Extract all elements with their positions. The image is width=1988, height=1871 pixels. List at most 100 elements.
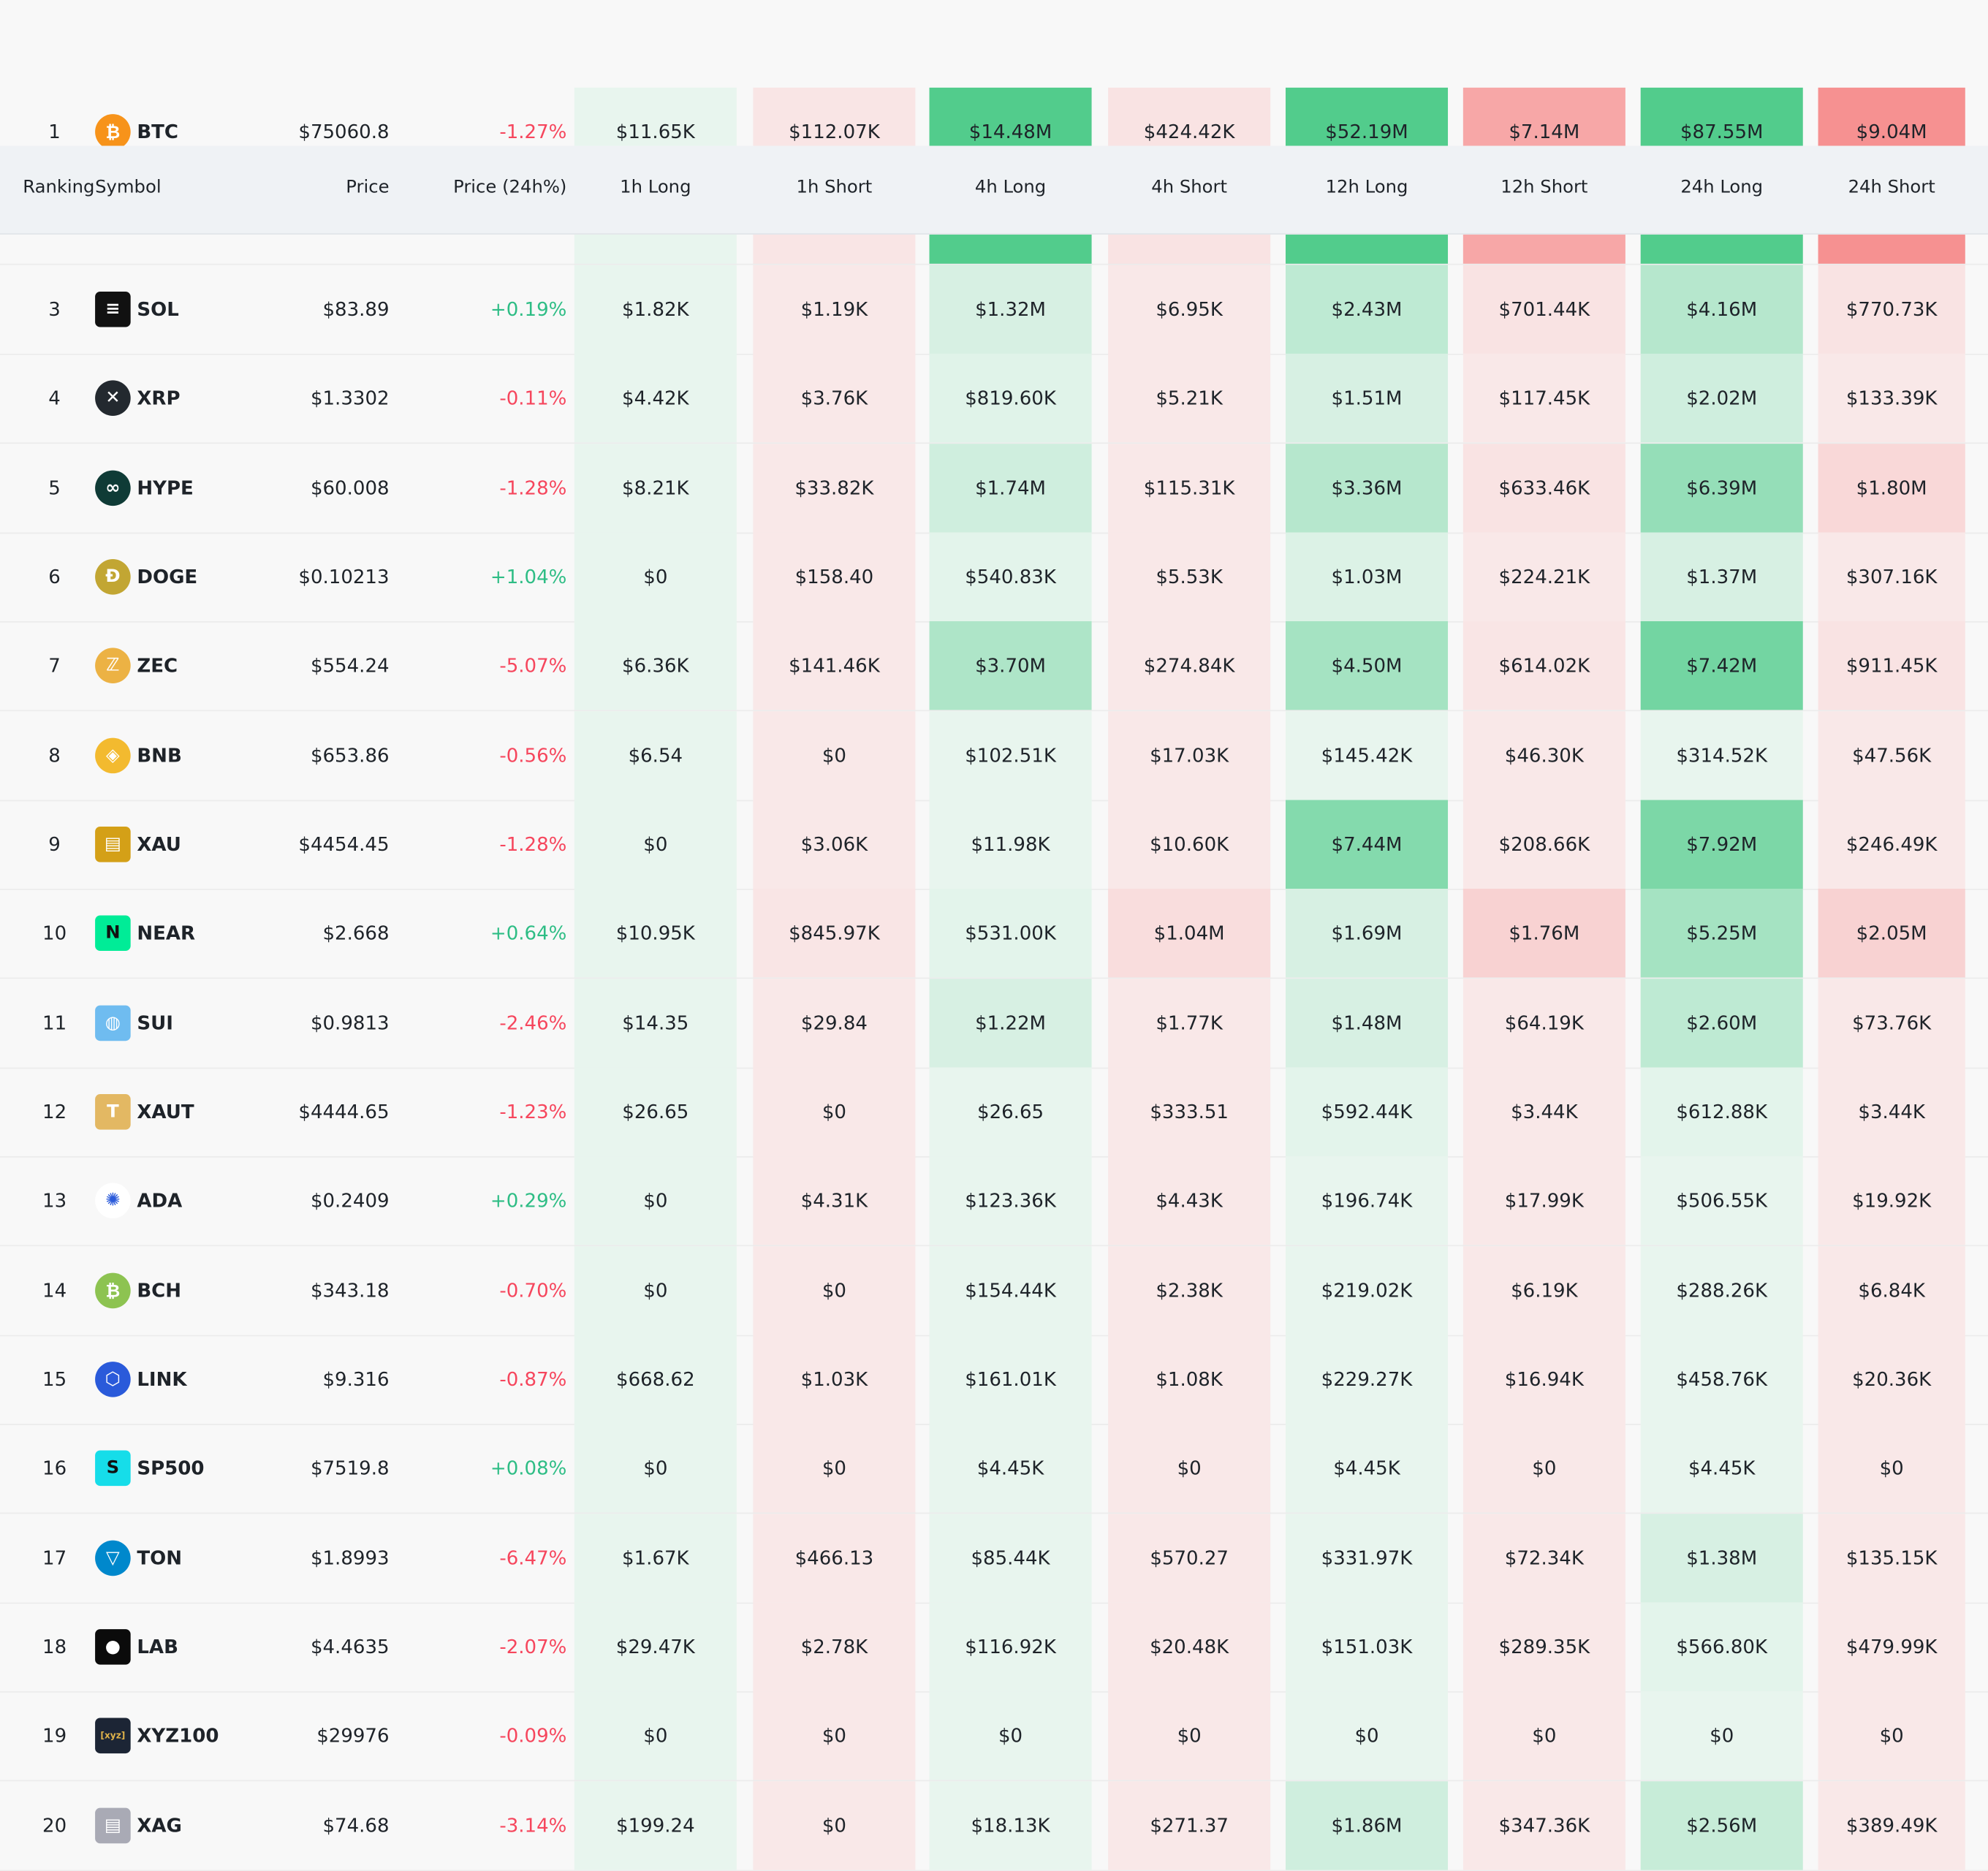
liquidation-cell: $1.04M <box>1108 889 1271 978</box>
symbol-link[interactable]: XRP <box>137 387 181 410</box>
liquidation-cell: $6.36K <box>574 621 737 710</box>
liquidation-cell: $47.56K <box>1818 711 1965 800</box>
liquidation-cell: $3.70M <box>929 621 1092 710</box>
table-row[interactable]: $0 $0 $154.44K $2.38K $219.02K $6.19K $288.26K… <box>0 1246 1988 1337</box>
table-row[interactable]: $11.65K $112.07K $14.48M $424.42K $52.19M $7.… <box>0 87 1988 146</box>
liquidation-cell: $6.19K <box>1462 1246 1625 1335</box>
liquidation-cell: $4.50M <box>1285 621 1449 710</box>
header-price[interactable]: Price <box>346 177 390 198</box>
symbol-link[interactable]: XAU <box>137 832 181 856</box>
table-row[interactable]: $6.54 $0 $102.51K $17.03K $145.42K $46.30K $31… <box>0 711 1988 802</box>
table-row[interactable]: $6.36K $141.46K $3.70M $274.84K $4.50M $614.0… <box>0 621 1988 712</box>
table-row[interactable]: $29.47K $2.78K $116.92K $20.48K $151.03K $289… <box>0 1602 1988 1693</box>
liquidation-cell: $289.35K <box>1462 1602 1625 1692</box>
liquidation-cell: $0 <box>753 1067 916 1157</box>
symbol-link[interactable]: BCH <box>137 1279 182 1302</box>
header-4h-short[interactable]: 4h Short <box>1151 177 1228 198</box>
price-value: $75060.8 <box>298 120 390 144</box>
symbol-link[interactable]: SOL <box>137 297 179 321</box>
price-value: $4454.45 <box>298 832 390 856</box>
price-change-value: -2.07% <box>499 1635 567 1658</box>
liquidation-cell: $0 <box>1285 1691 1449 1780</box>
liquidation-cell: $10.60K <box>1108 800 1271 889</box>
liquidation-cell: $0 <box>574 1424 737 1513</box>
table-row[interactable]: $4.42K $3.76K $819.60K $5.21K $1.51M $117.45K… <box>0 353 1988 444</box>
table-row[interactable]: $668.62 $1.03K $161.01K $1.08K $229.27K $16.9… <box>0 1335 1988 1425</box>
dogecoin-icon: Ð <box>95 559 131 595</box>
liquidation-cell: $6.95K <box>1108 265 1271 354</box>
header-1h-long[interactable]: 1h Long <box>620 177 691 198</box>
liquidation-cell: $0 <box>1818 1424 1965 1513</box>
liquidation-cell: $3.44K <box>1818 1067 1965 1157</box>
table-row[interactable]: $0 $3.06K $11.98K $10.60K $7.44M $208.66K $7.9… <box>0 800 1988 890</box>
liquidation-cell: $9.04M <box>1818 87 1965 146</box>
liquidation-cell: $1.03M <box>1285 532 1449 622</box>
symbol-link[interactable]: ZEC <box>137 654 178 678</box>
price-value: $1.3302 <box>310 387 390 410</box>
price-change-value: -2.46% <box>499 1012 567 1035</box>
liquidation-cell: $7.14M <box>1462 87 1625 146</box>
table-header: Ranking Symbol Price Price (24h%) 1h Lon… <box>0 145 1988 235</box>
liquidation-cell: $7.44M <box>1285 800 1449 889</box>
ranking-value: 3 <box>48 297 61 321</box>
symbol-link[interactable]: SP500 <box>137 1457 205 1480</box>
liquidation-cell: $0 <box>1462 1691 1625 1780</box>
bnb-icon: ◈ <box>95 737 131 774</box>
liquidation-cell: $199.24 <box>574 1781 737 1870</box>
table-row[interactable]: $1.82K $1.19K $1.32M $6.95K $2.43M $701.44K $4… <box>0 265 1988 355</box>
symbol-link[interactable]: LINK <box>137 1367 187 1391</box>
table-row[interactable]: $8.21K $33.82K $1.74M $115.31K $3.36M $633.46… <box>0 444 1988 534</box>
symbol-link[interactable]: SUI <box>137 1012 173 1035</box>
symbol-link[interactable]: BNB <box>137 744 182 767</box>
table-row[interactable]: $0 $0 $0 $0 $0 $0 $0 $0 19 [xyz] XYZ100 $29976 -0.09… <box>0 1691 1988 1782</box>
table-row[interactable]: $0 $0 $4.45K $0 $4.45K $0 $4.45K $0 16 S SP500 $751… <box>0 1424 1988 1514</box>
symbol-link[interactable]: XAG <box>137 1814 182 1837</box>
symbol-link[interactable]: TON <box>137 1546 183 1570</box>
liquidation-cell: $19.92K <box>1818 1156 1965 1245</box>
liquidation-cell: $29.47K <box>574 1602 737 1692</box>
header-12h-short[interactable]: 12h Short <box>1501 177 1588 198</box>
symbol-link[interactable]: DOGE <box>137 565 198 588</box>
price-value: $60.008 <box>310 477 390 500</box>
symbol-link[interactable]: BTC <box>137 120 179 144</box>
header-24h-short[interactable]: 24h Short <box>1848 177 1935 198</box>
chainlink-icon: ⬡ <box>95 1362 131 1397</box>
header-ranking[interactable]: Ranking <box>23 177 95 198</box>
price-value: $554.24 <box>310 654 390 678</box>
table-row[interactable]: $14.35 $29.84 $1.22M $1.77K $1.48M $64.19K $2.… <box>0 979 1988 1069</box>
ranking-value: 19 <box>42 1724 67 1747</box>
liquidation-cell: $2.78K <box>753 1602 916 1692</box>
liquidation-cell: $8.21K <box>574 444 737 533</box>
header-1h-short[interactable]: 1h Short <box>796 177 873 198</box>
table-row[interactable]: $10.95K $845.97K $531.00K $1.04M $1.69M $1.76… <box>0 889 1988 979</box>
table-row[interactable]: $26.65 $0 $26.65 $333.51 $592.44K $3.44K $612.… <box>0 1067 1988 1158</box>
liquidation-cell: $10.95K <box>574 889 737 978</box>
header-24h-long[interactable]: 24h Long <box>1680 177 1764 198</box>
table-row[interactable]: $1.67K $466.13 $85.44K $570.27 $331.97K $72.3… <box>0 1514 1988 1604</box>
price-change-value: -0.70% <box>499 1279 567 1302</box>
table-row[interactable]: $0 $4.31K $123.36K $4.43K $196.74K $17.99K $50… <box>0 1156 1988 1247</box>
symbol-link[interactable]: XYZ100 <box>137 1724 219 1747</box>
symbol-link[interactable]: ADA <box>137 1189 183 1212</box>
symbol-link[interactable]: XAUT <box>137 1100 194 1123</box>
ranking-value: 14 <box>42 1279 67 1302</box>
header-12h-long[interactable]: 12h Long <box>1325 177 1408 198</box>
symbol-link[interactable]: NEAR <box>137 922 196 945</box>
top-spacer <box>0 0 1988 88</box>
liquidation-cell: $845.97K <box>753 889 916 978</box>
symbol-link[interactable]: HYPE <box>137 477 194 500</box>
price-change-value: -1.23% <box>499 1100 567 1123</box>
table-row[interactable]: $0 $158.40 $540.83K $5.53K $1.03M $224.21K $1.… <box>0 532 1988 623</box>
ranking-value: 16 <box>42 1457 67 1480</box>
symbol-link[interactable]: LAB <box>137 1635 178 1658</box>
header-4h-long[interactable]: 4h Long <box>974 177 1047 198</box>
near-icon: N <box>95 915 131 952</box>
ranking-value: 13 <box>42 1189 67 1212</box>
liquidation-cell: $0 <box>753 1246 916 1335</box>
table-row[interactable]: $199.24 $0 $18.13K $271.37 $1.86M $347.36K $2.… <box>0 1781 1988 1871</box>
liquidation-cell: $1.37M <box>1640 532 1803 622</box>
header-symbol[interactable]: Symbol <box>95 177 162 198</box>
liquidation-cell: $4.45K <box>1640 1424 1803 1513</box>
liquidation-cell: $3.44K <box>1462 1067 1625 1157</box>
header-price-change[interactable]: Price (24h%) <box>453 177 567 198</box>
